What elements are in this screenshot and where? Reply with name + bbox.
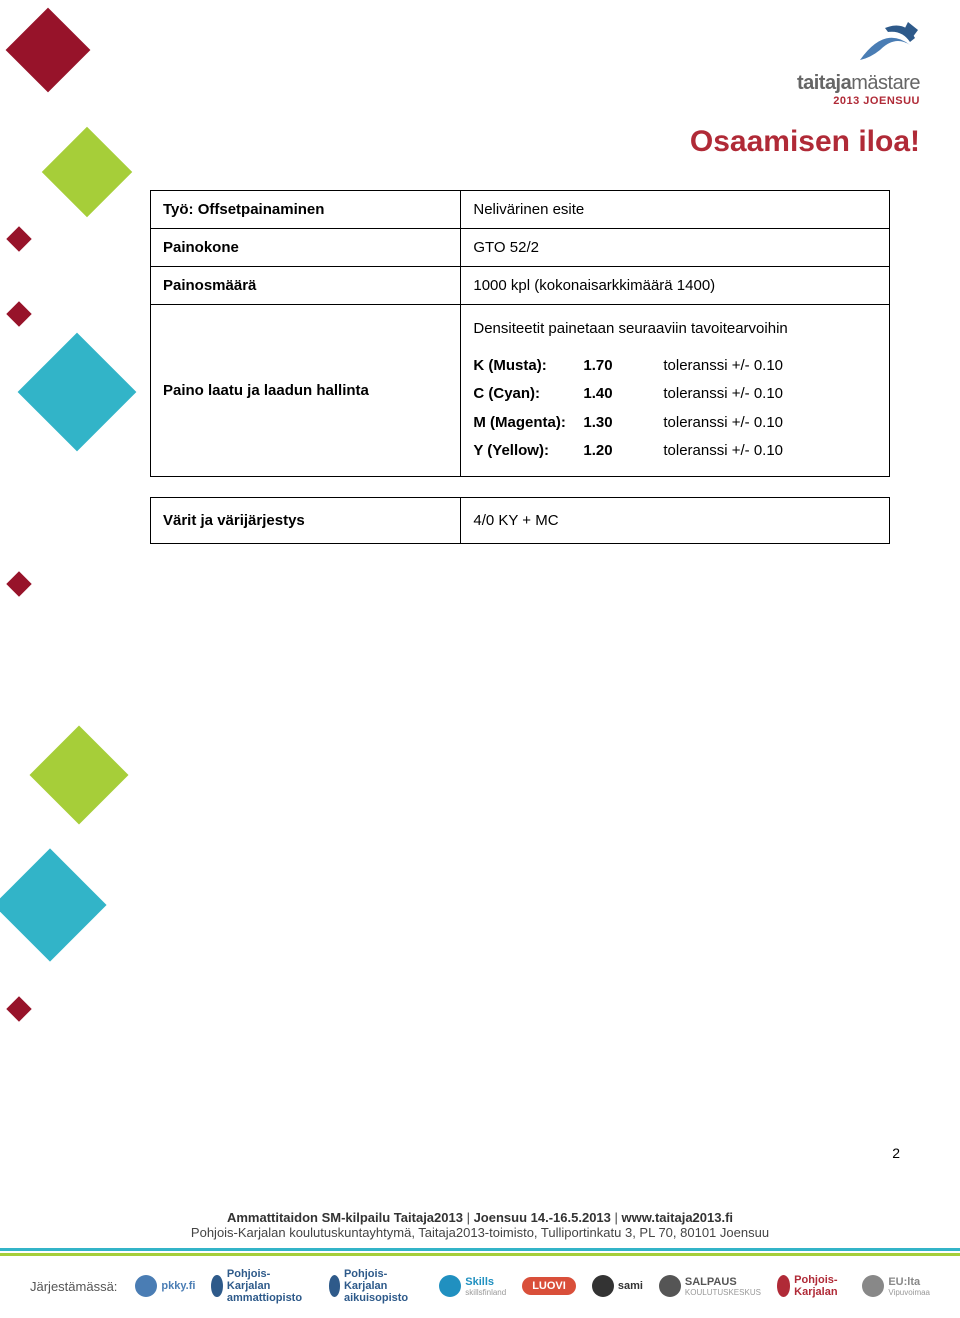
colors-label: Värit ja värijärjestys (151, 497, 461, 543)
decor-diamond (6, 301, 31, 326)
footer-logo: EU:ltaVipuvoimaa (862, 1275, 930, 1297)
footer-line1b: Joensuu 14.-16.5.2013 (474, 1210, 611, 1225)
spec-label: Työ: Offsetpainaminen (151, 191, 461, 229)
colors-value: 4/0 KY + MC (461, 497, 890, 543)
footer-line1c: www.taitaja2013.fi (622, 1210, 734, 1225)
table-row: Värit ja värijärjestys 4/0 KY + MC (151, 497, 890, 543)
colors-table: Värit ja värijärjestys 4/0 KY + MC (150, 497, 890, 544)
footer-logo: LUOVI (522, 1277, 576, 1295)
table-row: Painosmäärä1000 kpl (kokonaisarkkimäärä … (151, 267, 890, 305)
density-line: M (Magenta):1.30toleranssi +/- 0.10 (473, 409, 877, 438)
slogan: Osaamisen iloa! (690, 125, 920, 159)
footer: Ammattitaidon SM-kilpailu Taitaja2013 | … (0, 1202, 960, 1318)
logo-year: 2013 JOENSUU (833, 95, 920, 107)
density-line: Y (Yellow):1.20toleranssi +/- 0.10 (473, 437, 877, 466)
footer-logo: Skillsskillsfinland (439, 1275, 506, 1297)
density-line: C (Cyan):1.40toleranssi +/- 0.10 (473, 380, 877, 409)
spec-table: Työ: OffsetpainaminenNelivärinen esitePa… (150, 190, 890, 477)
footer-line2: Pohjois-Karjalan koulutuskuntayhtymä, Ta… (191, 1225, 769, 1240)
footer-logo: Pohjois-Karjalan (777, 1274, 846, 1298)
spec-value: GTO 52/2 (461, 229, 890, 267)
decor-diamond (6, 996, 31, 1021)
table-row: PainokoneGTO 52/2 (151, 229, 890, 267)
organizer-label: Järjestämässä: (30, 1279, 117, 1294)
spec-label: Painokone (151, 229, 461, 267)
decor-diamond (6, 226, 31, 251)
header: taitajamästare 2013 JOENSUU Osaamisen il… (690, 20, 920, 159)
logo-text: taitajamästare (797, 72, 920, 95)
logo-swirl-icon (850, 20, 920, 70)
decor-diamond (30, 726, 129, 825)
logo-sub: mästare (851, 72, 920, 94)
footer-logo: sami (592, 1275, 643, 1297)
footer-logo: Pohjois-Karjalan aikuisopisto (329, 1268, 424, 1304)
spec-value: Nelivärinen esite (461, 191, 890, 229)
density-values: Densiteetit painetaan seuraaviin tavoite… (461, 305, 890, 477)
density-line: K (Musta):1.70toleranssi +/- 0.10 (473, 352, 877, 381)
footer-logo: SALPAUSKOULUTUSKESKUS (659, 1275, 761, 1297)
footer-logos: Järjestämässä: pkky.fi Pohjois-Karjalan a… (0, 1262, 960, 1318)
decor-diamond (42, 127, 133, 218)
footer-logo: Pohjois-Karjalan ammattiopisto (211, 1268, 312, 1304)
decor-diamond (0, 848, 107, 961)
footer-line1a: Ammattitaidon SM-kilpailu Taitaja2013 (227, 1210, 463, 1225)
table-row: Työ: OffsetpainaminenNelivärinen esite (151, 191, 890, 229)
main-content: Työ: OffsetpainaminenNelivärinen esitePa… (150, 190, 890, 544)
decor-diamond (18, 333, 137, 452)
spec-value: 1000 kpl (kokonaisarkkimäärä 1400) (461, 267, 890, 305)
decor-diamond (6, 8, 91, 93)
footer-bar-2 (0, 1253, 960, 1256)
page-number: 2 (892, 1145, 900, 1161)
footer-logo: pkky.fi (135, 1275, 195, 1297)
table-row: Paino laatu ja laadun hallinta Densiteeti… (151, 305, 890, 477)
spec-label: Painosmäärä (151, 267, 461, 305)
logo-main: taitaja (797, 72, 851, 94)
density-label: Paino laatu ja laadun hallinta (151, 305, 461, 477)
logo: taitajamästare 2013 JOENSUU (690, 20, 920, 107)
footer-text: Ammattitaidon SM-kilpailu Taitaja2013 | … (0, 1202, 960, 1244)
density-intro: Densiteetit painetaan seuraaviin tavoite… (473, 315, 877, 344)
decor-diamond (6, 571, 31, 596)
footer-bar-1 (0, 1248, 960, 1251)
